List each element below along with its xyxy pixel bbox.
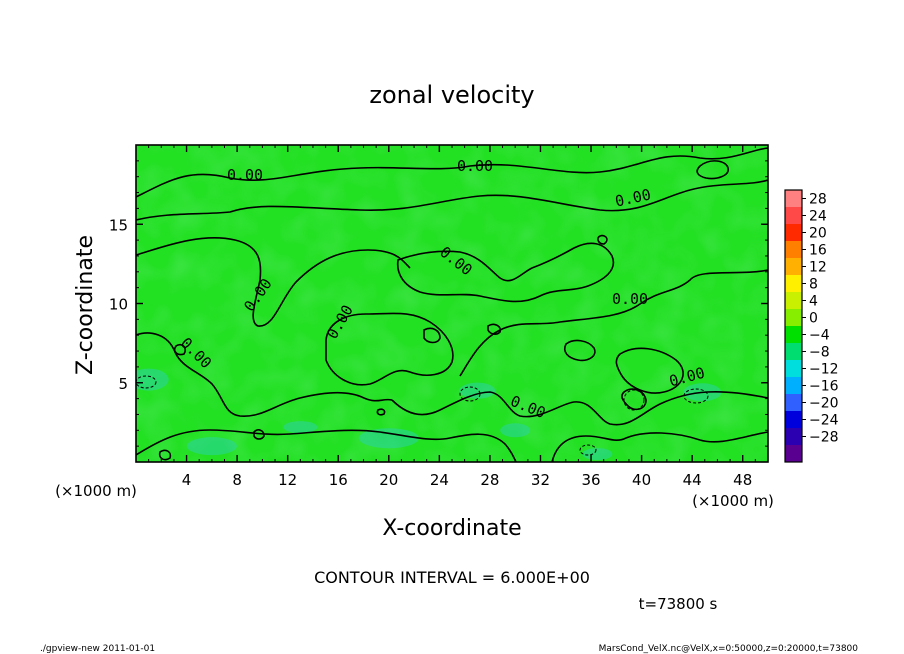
colorbar-segment xyxy=(785,224,802,242)
x-axis-label: X-coordinate xyxy=(382,516,521,541)
colorbar-segment xyxy=(785,445,802,463)
contour-line xyxy=(136,429,517,462)
contour-line xyxy=(158,449,172,461)
cool-patch xyxy=(283,421,318,434)
colorbar-segment xyxy=(785,275,802,293)
colorbar-tick-label: 20 xyxy=(809,226,827,242)
colorbar-tick-label: −28 xyxy=(809,430,839,446)
colorbar-segment xyxy=(785,190,802,208)
colorbar-segment xyxy=(785,292,802,310)
colorbar-tick-label: −20 xyxy=(809,396,839,412)
contour-line xyxy=(396,242,615,303)
x-tick-label: 20 xyxy=(379,471,398,489)
colorbar-tick-label: −12 xyxy=(809,362,839,378)
colorbar-segment xyxy=(785,428,802,446)
colorbar-segment xyxy=(785,377,802,395)
contour-line xyxy=(696,160,729,180)
colorbar-segment xyxy=(785,258,802,276)
colorbar-segment xyxy=(785,394,802,412)
colorbar-tick-label: −16 xyxy=(809,379,839,395)
colorbar-tick-label: −24 xyxy=(809,413,839,429)
y-tick-label: 5 xyxy=(118,375,128,393)
colorbar-tick-label: 4 xyxy=(809,294,818,310)
contour-line xyxy=(391,391,768,426)
contour-line xyxy=(136,147,768,198)
x-tick-label: 40 xyxy=(632,471,651,489)
chart-title: zonal velocity xyxy=(369,81,534,109)
cool-patch xyxy=(459,382,496,399)
colorbar-segment xyxy=(785,360,802,378)
contour-line xyxy=(615,347,684,394)
colorbar-tick-label: −4 xyxy=(809,328,830,344)
contour-interval-text: CONTOUR INTERVAL = 6.000E+00 xyxy=(314,568,590,587)
contour-line xyxy=(376,408,386,416)
x-unit-right: (×1000 m) xyxy=(692,492,774,510)
negative-contour xyxy=(683,388,709,404)
negative-contour xyxy=(579,444,597,456)
x-tick-label: 36 xyxy=(581,471,600,489)
x-tick-label: 16 xyxy=(329,471,348,489)
contour-line xyxy=(487,323,502,335)
colorbar-tick-label: 0 xyxy=(809,311,818,327)
cool-patch xyxy=(186,437,237,456)
contour-line xyxy=(551,431,768,462)
colorbar-segment xyxy=(785,207,802,225)
x-tick-label: 32 xyxy=(531,471,550,489)
plot-area: 0.00 0.000.000.000.000.000.000.000.000.00 xyxy=(136,145,768,462)
negative-contour xyxy=(136,375,157,389)
colorbar-tick-label: 12 xyxy=(809,260,827,276)
contour-line xyxy=(597,234,608,245)
x-unit-left: (×1000 m) xyxy=(55,482,137,500)
y-axis-label: Z-coordinate xyxy=(73,235,98,375)
contour-label: 0.00 xyxy=(457,157,493,175)
colorbar-segment xyxy=(785,241,802,259)
contour-line xyxy=(423,327,441,344)
cool-patch xyxy=(582,448,613,461)
colorbar-tick-label: 16 xyxy=(809,243,827,259)
colorbar-tick-label: −8 xyxy=(809,345,830,361)
x-tick-label: 24 xyxy=(430,471,449,489)
cool-patch xyxy=(500,423,531,438)
x-tick-label: 8 xyxy=(232,471,242,489)
negative-contour xyxy=(459,386,481,402)
contour-label: 0.00 xyxy=(227,166,263,184)
colorbar-tick-label: 8 xyxy=(809,277,818,293)
negative-contour xyxy=(623,389,645,411)
contour-label: 0.00 xyxy=(612,290,648,308)
colorbar-tick-label: 24 xyxy=(809,209,827,225)
colorbar-segment xyxy=(785,326,802,344)
time-label: t=73800 s xyxy=(639,595,718,613)
footer-right: MarsCond_VelX.nc@VelX,x=0:50000,z=0:2000… xyxy=(599,644,859,654)
contour-line xyxy=(136,179,768,221)
cool-patch xyxy=(136,368,169,391)
contour-line xyxy=(173,343,187,356)
footer-left: ./gpview-new 2011-01-01 xyxy=(40,644,155,654)
contour-line xyxy=(563,339,596,362)
colorbar-segment xyxy=(785,309,802,327)
x-tick-label: 12 xyxy=(278,471,297,489)
x-tick-label: 48 xyxy=(733,471,752,489)
plot-mottle xyxy=(136,145,768,462)
colorbar-frame xyxy=(784,189,803,463)
contour-line xyxy=(253,429,265,440)
colorbar-tick-label: 28 xyxy=(809,192,827,208)
colorbar-segment xyxy=(785,411,802,429)
y-tick-label: 15 xyxy=(109,216,128,234)
contour-line xyxy=(136,237,411,327)
contour-line xyxy=(325,312,454,386)
x-tick-label: 44 xyxy=(683,471,702,489)
x-tick-label: 4 xyxy=(182,471,192,489)
cool-patch xyxy=(358,428,419,449)
x-tick-label: 28 xyxy=(480,471,499,489)
y-tick-label: 10 xyxy=(109,296,128,314)
colorbar-segment xyxy=(785,343,802,361)
